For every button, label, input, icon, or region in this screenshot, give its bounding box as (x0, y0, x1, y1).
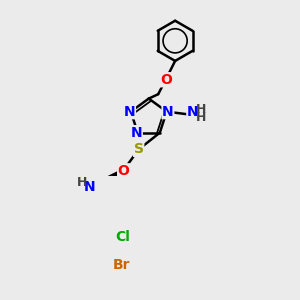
Text: H: H (77, 176, 87, 189)
Text: S: S (134, 142, 144, 157)
Text: N: N (124, 105, 135, 118)
Text: Br: Br (113, 258, 130, 272)
Text: O: O (160, 73, 172, 87)
Text: Cl: Cl (116, 230, 130, 244)
Text: N: N (84, 180, 95, 194)
Text: H: H (196, 111, 207, 124)
Text: N: N (162, 105, 174, 118)
Text: H: H (196, 103, 207, 116)
Text: N: N (187, 105, 199, 119)
Text: N: N (130, 126, 142, 140)
Text: O: O (118, 164, 130, 178)
